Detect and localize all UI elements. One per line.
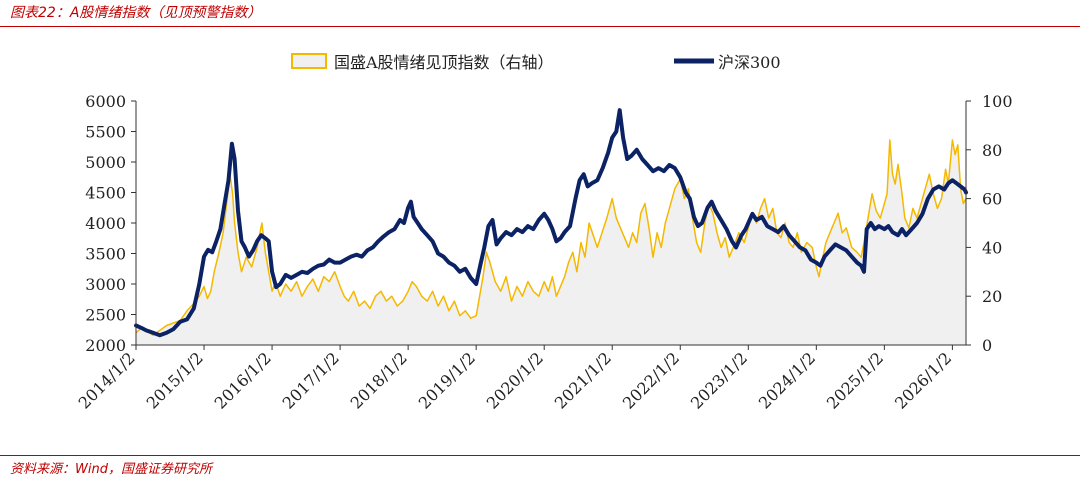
title-rule xyxy=(0,26,1080,27)
source-rule xyxy=(0,455,1080,456)
y-right-tick-label: 60 xyxy=(982,190,1002,209)
series-line-csi300 xyxy=(134,108,968,338)
y-left-tick-label: 6000 xyxy=(85,92,126,111)
y-right-tick-label: 0 xyxy=(982,336,992,355)
x-tick-label: 2014/1/2 xyxy=(75,348,139,412)
figure-source: 资料来源：Wind，国盛证券研究所 xyxy=(10,462,212,477)
y-right-tick-label: 80 xyxy=(982,141,1002,160)
y-left-tick-label: 5000 xyxy=(85,153,126,172)
chart: 国盛A股情绪见顶指数（右轴） 沪深300 2000250030003500400… xyxy=(75,53,1013,413)
y-left-tick-label: 2000 xyxy=(85,336,126,355)
legend-label-sentiment: 国盛A股情绪见顶指数（右轴） xyxy=(334,53,554,72)
x-tick-label: 2019/1/2 xyxy=(415,348,479,412)
y-left-tick-label: 3000 xyxy=(85,275,126,294)
y-left-tick-label: 4500 xyxy=(85,184,126,203)
x-tick-label: 2025/1/2 xyxy=(823,348,887,412)
x-tick-label: 2018/1/2 xyxy=(347,348,411,412)
series-area-sentiment xyxy=(136,140,966,345)
y-right-tick-label: 20 xyxy=(982,287,1002,306)
x-tick-label: 2016/1/2 xyxy=(211,348,275,412)
x-tick-label: 2017/1/2 xyxy=(279,348,343,412)
y-left-tick-label: 3500 xyxy=(85,245,126,264)
y-right-tick-label: 100 xyxy=(982,92,1013,111)
x-tick-label: 2021/1/2 xyxy=(551,348,615,412)
y-left-tick-label: 4000 xyxy=(85,214,126,233)
x-tick-label: 2024/1/2 xyxy=(755,348,819,412)
x-tick-label: 2020/1/2 xyxy=(483,348,547,412)
y-right-tick-label: 40 xyxy=(982,238,1002,257)
x-tick-label: 2015/1/2 xyxy=(143,348,207,412)
figure-title: 图表22：A股情绪指数（见顶预警指数） xyxy=(10,5,262,21)
y-left-tick-label: 5500 xyxy=(85,123,126,142)
x-tick-label: 2022/1/2 xyxy=(619,348,683,412)
series-layer xyxy=(134,108,968,345)
y-left-tick-label: 2500 xyxy=(85,306,126,325)
x-tick-label: 2026/1/2 xyxy=(891,348,955,412)
legend-swatch-sentiment xyxy=(291,53,327,69)
legend-label-csi300: 沪深300 xyxy=(718,53,781,72)
series-line-sentiment xyxy=(135,139,967,336)
legend: 国盛A股情绪见顶指数（右轴） 沪深300 xyxy=(291,53,781,72)
x-tick-label: 2023/1/2 xyxy=(687,348,751,412)
